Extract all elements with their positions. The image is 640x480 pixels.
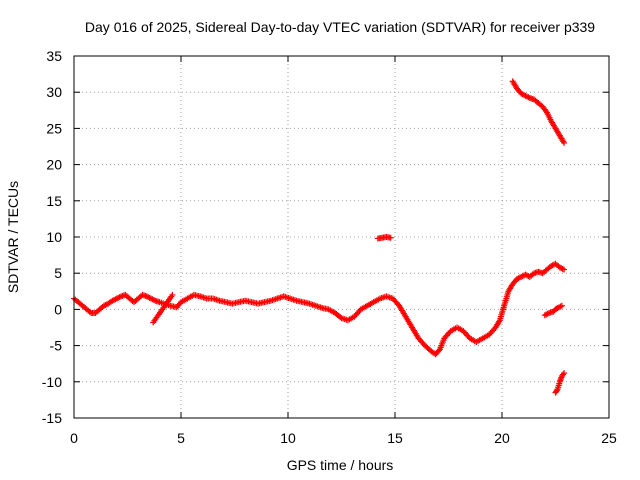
y-tick-label: 30 (46, 84, 62, 100)
grid-layer (74, 56, 609, 418)
series-isolated-segment (374, 234, 394, 242)
data-point-fill (375, 296, 382, 303)
data-point-fill (90, 310, 97, 317)
data-point-fill (150, 296, 157, 303)
y-tick-label: 5 (54, 265, 62, 281)
data-point-fill (500, 304, 507, 311)
y-tick-label: -5 (50, 338, 63, 354)
x-tick-label: 25 (601, 430, 617, 446)
y-tick-label: 20 (46, 157, 62, 173)
data-point-fill (291, 297, 298, 304)
data-point-fill (311, 302, 318, 309)
data-point-fill (304, 300, 311, 307)
data-point-fill (317, 304, 324, 311)
y-tick-label: 15 (46, 193, 62, 209)
x-axis-label: GPS time / hours (287, 457, 394, 473)
data-point-fill (168, 293, 175, 300)
data-point-fill (182, 296, 189, 303)
data-point-fill (386, 234, 393, 241)
marks-layer (71, 78, 568, 396)
y-tick-label: 35 (46, 48, 62, 64)
data-point-fill (116, 294, 123, 301)
data-point-fill (155, 298, 162, 305)
data-point-fill (557, 303, 564, 310)
data-point-fill (285, 294, 292, 301)
data-point-fill (478, 336, 485, 343)
data-point-fill (556, 380, 563, 387)
series-main (71, 260, 568, 358)
y-tick-label: 0 (54, 301, 62, 317)
data-point-fill (259, 299, 266, 306)
data-point-fill (496, 318, 503, 325)
data-point-fill (425, 346, 432, 353)
data-point-fill (408, 322, 415, 329)
data-point-fill (214, 297, 221, 304)
x-tick-label: 10 (280, 430, 296, 446)
data-point-fill (175, 301, 182, 308)
y-tick-label: -10 (42, 374, 62, 390)
series-upper-arc (509, 78, 568, 146)
data-point-fill (298, 298, 305, 305)
y-axis-label: SDTVAR / TECUs (5, 181, 21, 293)
y-tick-label: -15 (42, 410, 62, 426)
y-tick-label: 25 (46, 120, 62, 136)
data-point-fill (538, 269, 545, 276)
data-point-fill (234, 299, 241, 306)
ticks-layer: 0 5 10 15 20 25 -15 -10 -5 0 5 10 15 20 25 30 35 (42, 48, 617, 446)
x-tick-label: 15 (387, 430, 403, 446)
data-point-fill (142, 292, 149, 299)
data-point-fill (525, 94, 532, 101)
series-late-negative (552, 370, 568, 396)
data-point-fill (553, 387, 560, 394)
data-point-fill (324, 306, 331, 313)
data-point-fill (560, 138, 567, 145)
data-point-fill (247, 298, 254, 305)
data-point-fill (504, 290, 511, 297)
x-tick-label: 20 (494, 430, 510, 446)
x-tick-label: 0 (70, 430, 78, 446)
data-point-fill (172, 303, 179, 310)
data-point-fill (221, 298, 228, 305)
series-late-low (541, 302, 565, 319)
data-point-fill (362, 303, 369, 310)
y-tick-label: 10 (46, 229, 62, 245)
data-point-fill (440, 337, 447, 344)
data-point-fill (120, 292, 127, 299)
data-point-fill (272, 296, 279, 303)
data-point-fill (547, 116, 554, 123)
data-point-fill (435, 347, 442, 354)
data-point-fill (544, 310, 551, 317)
data-point-fill (368, 300, 375, 307)
chart-title: Day 016 of 2025, Sidereal Day-to-day VTE… (85, 19, 595, 35)
data-point-fill (559, 265, 566, 272)
data-point-fill (559, 371, 566, 378)
data-point-fill (542, 108, 549, 115)
data-point-fill (553, 388, 560, 395)
data-point-fill (511, 278, 518, 285)
data-point-fill (266, 298, 273, 305)
data-point-fill (86, 308, 93, 315)
series-outliers (150, 291, 176, 326)
data-point-fill (434, 348, 441, 355)
data-point-fill (195, 293, 202, 300)
data-point-fill (335, 313, 342, 320)
data-point-fill (401, 312, 408, 319)
data-point-fill (516, 88, 523, 95)
x-tick-label: 5 (177, 430, 185, 446)
